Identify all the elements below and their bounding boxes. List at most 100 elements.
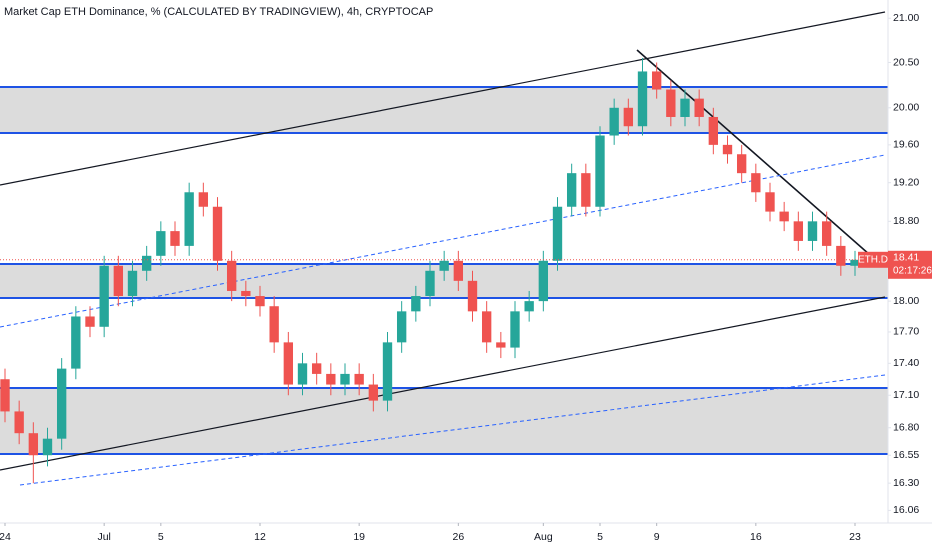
y-tick-label: 16.80 bbox=[893, 422, 919, 434]
candle-body bbox=[382, 342, 393, 401]
candle-body bbox=[340, 373, 350, 385]
candle-body bbox=[666, 89, 676, 117]
y-tick-label: 19.60 bbox=[893, 139, 919, 151]
candle-body bbox=[680, 98, 690, 117]
candle-body bbox=[765, 192, 775, 212]
x-tick-label: 5 bbox=[158, 531, 164, 543]
candle-body bbox=[396, 311, 407, 343]
candle-body bbox=[42, 438, 53, 456]
candle-body bbox=[56, 368, 67, 439]
candle-body bbox=[694, 98, 704, 117]
candle-body bbox=[581, 173, 591, 207]
trend-line bbox=[0, 296, 886, 471]
candle-body bbox=[524, 301, 534, 312]
candle-body bbox=[496, 342, 506, 348]
trend-line-dashed bbox=[19, 374, 886, 486]
candle-body bbox=[113, 265, 124, 297]
candle-body bbox=[141, 255, 152, 271]
candle-body bbox=[241, 290, 251, 297]
candle-body bbox=[736, 154, 747, 174]
x-tick-label: 9 bbox=[654, 531, 660, 543]
x-tick-label: 26 bbox=[452, 531, 464, 543]
candle-body bbox=[637, 71, 648, 127]
candle-body bbox=[538, 260, 549, 302]
y-tick-label: 17.10 bbox=[893, 389, 919, 401]
candle-body bbox=[425, 270, 435, 297]
candle-body bbox=[99, 265, 109, 327]
x-tick-label: 19 bbox=[353, 531, 365, 543]
y-tick-label: 16.55 bbox=[893, 449, 919, 461]
candle-body bbox=[71, 316, 81, 369]
trend-line-dashed bbox=[0, 154, 886, 328]
y-tick-label: 18.00 bbox=[893, 295, 919, 307]
y-tick-label: 17.70 bbox=[893, 326, 919, 338]
candle-body bbox=[311, 363, 322, 374]
candle-body bbox=[297, 363, 308, 385]
candle-body bbox=[722, 144, 733, 155]
candle-body bbox=[467, 280, 478, 312]
candle-body bbox=[170, 231, 180, 246]
y-tick-label: 18.80 bbox=[893, 215, 919, 227]
x-tick-label: Jul bbox=[97, 531, 110, 543]
price-label: 18.41 bbox=[893, 252, 919, 264]
candle-body bbox=[212, 206, 223, 261]
candle-body bbox=[226, 260, 237, 291]
candle-body bbox=[411, 296, 421, 312]
candle-body bbox=[184, 192, 194, 246]
candle-body bbox=[326, 373, 336, 385]
candle-body bbox=[510, 311, 520, 348]
candle-body bbox=[793, 221, 804, 241]
x-tick-label: 24 bbox=[0, 531, 11, 543]
candle-body bbox=[623, 107, 634, 127]
candle-body bbox=[566, 173, 577, 207]
trend-lines bbox=[0, 11, 886, 486]
candle-body bbox=[708, 116, 719, 145]
candle-body bbox=[552, 206, 563, 261]
candle-body bbox=[595, 135, 605, 207]
candle-body bbox=[85, 316, 95, 327]
x-tick-label: 12 bbox=[254, 531, 266, 543]
symbol-tag bbox=[858, 251, 888, 268]
candle-body bbox=[481, 311, 492, 343]
trend-line bbox=[636, 49, 871, 256]
candle-body bbox=[779, 211, 789, 222]
y-tick-label: 21.00 bbox=[893, 12, 919, 24]
symbol-label: ETH.D bbox=[858, 254, 888, 265]
x-tick-label: 16 bbox=[750, 531, 762, 543]
candle-body bbox=[198, 192, 209, 207]
candle-body bbox=[156, 231, 166, 256]
candle-body bbox=[354, 373, 364, 385]
price-tag bbox=[888, 250, 932, 279]
trend-line bbox=[0, 11, 886, 186]
y-tick-label: 19.20 bbox=[893, 176, 919, 188]
candle-body bbox=[14, 411, 24, 434]
y-tick-label: 17.40 bbox=[893, 357, 919, 369]
candle-body bbox=[127, 270, 138, 297]
candle-body bbox=[255, 296, 265, 307]
y-tick-label: 20.50 bbox=[893, 56, 919, 68]
candle-body bbox=[807, 221, 818, 241]
candle-body bbox=[651, 71, 662, 90]
candle-body bbox=[821, 221, 832, 246]
candle-body bbox=[609, 107, 619, 136]
candle-body bbox=[453, 260, 464, 281]
y-tick-label: 16.30 bbox=[893, 477, 919, 489]
y-tick-label: 16.06 bbox=[893, 504, 919, 516]
x-tick-label: Aug bbox=[534, 531, 553, 543]
candle-body bbox=[850, 259, 860, 266]
candle-body bbox=[836, 245, 846, 266]
candle-body bbox=[439, 260, 449, 271]
candle-body bbox=[283, 342, 294, 385]
candle-body bbox=[368, 384, 379, 401]
y-tick-label: 20.00 bbox=[893, 102, 919, 114]
candle-body bbox=[269, 306, 279, 343]
countdown-label: 02:17:26 bbox=[893, 265, 932, 276]
candle-body bbox=[0, 379, 10, 412]
candle-body bbox=[28, 433, 39, 456]
x-tick-label: 5 bbox=[597, 531, 603, 543]
zone bbox=[0, 87, 888, 133]
chart-title: Market Cap ETH Dominance, % (CALCULATED … bbox=[4, 6, 433, 18]
x-tick-label: 23 bbox=[849, 531, 861, 543]
